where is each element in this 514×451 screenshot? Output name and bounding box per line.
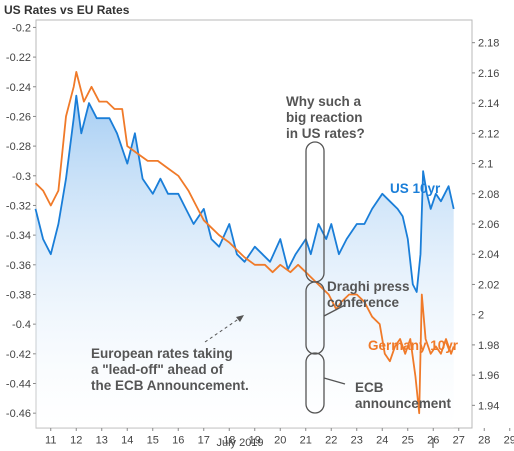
x-tick-label: 25 [402, 434, 414, 446]
x-tick-label: 16 [172, 434, 184, 446]
right-tick-label: 2.08 [478, 189, 499, 201]
x-axis: 1112131415161718192021222324252627282930… [45, 428, 514, 446]
x-tick-label: 28 [478, 434, 490, 446]
left-tick-label: -0.32 [6, 200, 31, 212]
x-tick-label: 29 [504, 434, 514, 446]
ecb-highlight [305, 352, 325, 414]
left-tick-label: -0.24 [6, 82, 31, 94]
right-tick-label: 2.18 [478, 38, 499, 50]
lead-off-arrowhead [236, 315, 244, 322]
right-tick-label: 2.02 [478, 279, 499, 291]
right-tick-label: 2.14 [478, 98, 499, 110]
x-tick-label: 27 [453, 434, 465, 446]
left-tick-label: -0.38 [6, 289, 31, 301]
x-tick-label: 13 [96, 434, 108, 446]
left-axis: -0.2 -0.22 -0.24 -0.26 -0.28 -0.3 -0.32 -0.34 -0… [6, 22, 36, 420]
left-tick-label: -0.42 [6, 349, 31, 361]
germany-10yr-label: Germany 10yr [368, 338, 459, 353]
x-tick-label: 20 [274, 434, 286, 446]
x-tick-label: 14 [121, 434, 133, 446]
left-tick-label: -0.4 [12, 319, 31, 331]
left-tick-label: -0.34 [6, 230, 31, 242]
annotation-ecb: ECB announcement [355, 380, 452, 411]
left-tick-label: -0.22 [6, 52, 31, 64]
right-tick-label: 2 [478, 310, 484, 322]
x-axis-label: July 2019 [216, 437, 263, 449]
right-tick-label: 2.1 [478, 159, 493, 171]
left-tick-label: -0.44 [6, 378, 31, 390]
x-tick-label: 24 [376, 434, 388, 446]
lead-off-pointer [204, 317, 241, 343]
x-tick-label: 12 [70, 434, 82, 446]
x-tick-label: 22 [325, 434, 337, 446]
x-tick-label: 18 [223, 434, 235, 446]
draghi-pointer [323, 304, 346, 317]
x-tick-label: 17 [198, 434, 210, 446]
right-tick-label: 1.96 [478, 370, 499, 382]
right-tick-label: 2.06 [478, 219, 499, 231]
right-tick-label: 2.12 [478, 128, 499, 140]
left-tick-label: -0.46 [6, 408, 31, 420]
right-tick-label: 2.04 [478, 249, 499, 261]
x-tick-label: 21 [300, 434, 312, 446]
right-tick-label: 1.98 [478, 340, 499, 352]
annotation-us-reaction: Why such a big reaction in US rates? [286, 94, 366, 141]
annotation-draghi: Draghi press conference [327, 279, 413, 310]
right-axis: 2.18 2.16 2.14 2.12 2.1 2.08 2.06 2.04 2.02 2 1.98… [472, 38, 499, 412]
x-tick-label: 23 [351, 434, 363, 446]
draghi-highlight [305, 281, 325, 355]
x-tick-label: 15 [147, 434, 159, 446]
left-tick-label: -0.3 [12, 171, 31, 183]
annotation-lead-off: European rates taking a "lead-off" ahead… [91, 346, 249, 393]
left-tick-label: -0.36 [6, 260, 31, 272]
right-tick-label: 1.94 [478, 400, 499, 412]
left-tick-label: -0.28 [6, 141, 31, 153]
us-10yr-label: US 10yr [390, 181, 441, 196]
ecb-pointer [323, 377, 346, 385]
x-tick-label: 11 [45, 434, 56, 446]
left-tick-label: -0.26 [6, 111, 31, 123]
us-10yr-line [34, 94, 455, 293]
right-tick-label: 2.16 [478, 68, 499, 80]
left-tick-label: -0.2 [12, 22, 31, 34]
chart-title: US Rates vs EU Rates [4, 3, 130, 17]
x-tick-label: 19 [249, 434, 261, 446]
germany-10yr-line [34, 71, 455, 415]
